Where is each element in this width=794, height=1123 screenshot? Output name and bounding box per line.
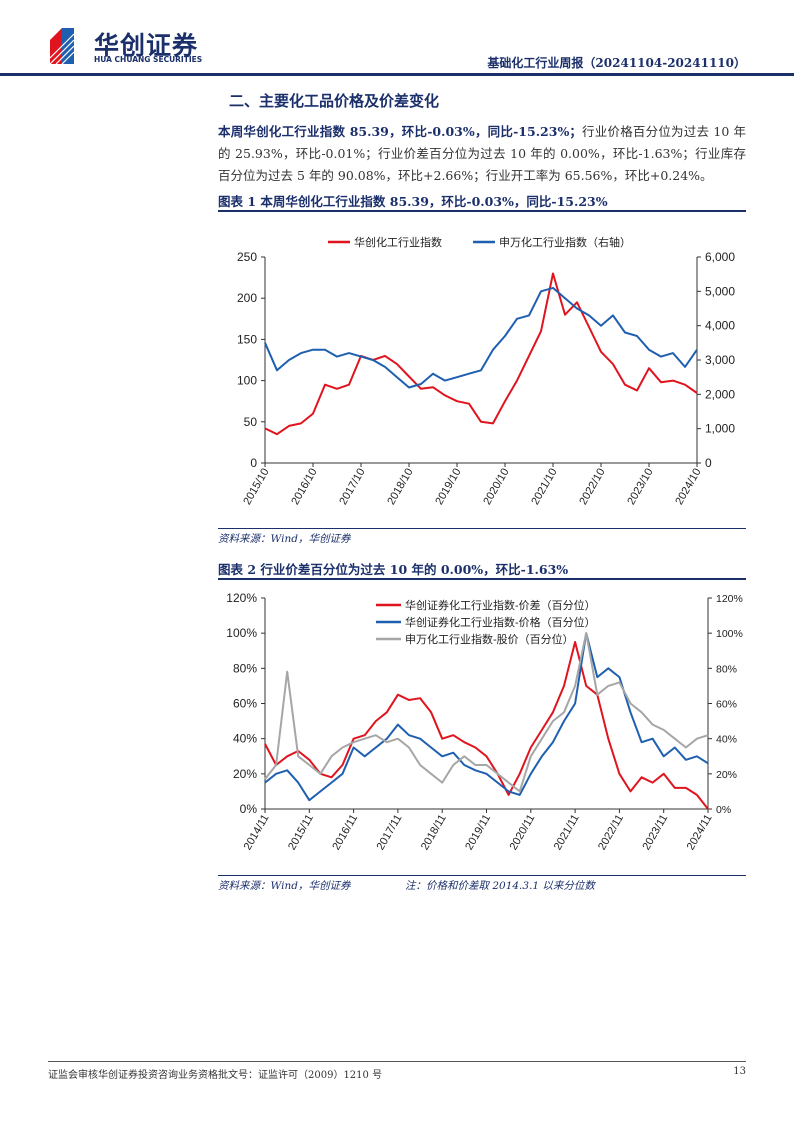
x-tick-label: 2023/10 bbox=[625, 467, 655, 507]
y-tick-label: 0% bbox=[240, 802, 258, 816]
x-tick-label: 2015/11 bbox=[286, 813, 316, 853]
report-title: 基础化工行业周报（20241104-20241110） bbox=[487, 56, 746, 70]
summary-rest: 行业价格百分位为过去 10 年的 25.93%，环比-0.01%；行业价差百分位… bbox=[218, 124, 746, 183]
x-tick-label: 2021/10 bbox=[529, 467, 559, 507]
y-tick-label: 200 bbox=[237, 291, 257, 305]
y2-tick-label: 0% bbox=[716, 804, 731, 816]
x-tick-label: 2017/10 bbox=[337, 467, 367, 507]
y-tick-label: 250 bbox=[237, 250, 257, 264]
y-tick-label: 20% bbox=[233, 767, 257, 781]
x-tick-label: 2019/10 bbox=[433, 467, 463, 507]
huachuang-logo-icon bbox=[50, 28, 75, 64]
series-line-0 bbox=[264, 641, 709, 810]
y2-tick-label: 80% bbox=[716, 663, 737, 675]
figure1-source: 资料来源：Wind，华创证券 bbox=[218, 533, 351, 545]
figure1-source-divider bbox=[218, 528, 746, 529]
x-tick-label: 2022/10 bbox=[577, 467, 607, 507]
x-tick-label: 2021/11 bbox=[552, 813, 582, 853]
y2-tick-label: 2,000 bbox=[705, 387, 735, 401]
figure2-note: 注：价格和价差取 2014.3.1 以来分位数 bbox=[405, 880, 595, 892]
page-number: 13 bbox=[733, 1066, 746, 1077]
y2-tick-label: 120% bbox=[716, 593, 743, 605]
x-tick-label: 2016/11 bbox=[330, 813, 360, 853]
x-tick-label: 2016/10 bbox=[289, 467, 319, 507]
header-divider bbox=[0, 73, 794, 76]
chart1: 0 50 100 150 200 250 0 1,000 2,000 3,000 4,000 5,00… bbox=[237, 235, 735, 507]
series-line-0 bbox=[264, 272, 698, 436]
y-tick-label: 80% bbox=[233, 661, 257, 675]
logo-text-cn: 华创证券 bbox=[94, 31, 199, 60]
y2-tick-label: 100% bbox=[716, 628, 743, 640]
y-tick-label: 120% bbox=[226, 591, 257, 605]
y2-tick-label: 5,000 bbox=[705, 284, 735, 298]
logo-text-en: HUA CHUANG SECURITIES bbox=[94, 55, 203, 64]
x-tick-label: 2014/11 bbox=[242, 813, 272, 853]
y2-tick-label: 60% bbox=[716, 699, 737, 711]
figure1-title: 图表 1 本周华创化工行业指数 85.39，环比-0.03%，同比-15.23% bbox=[218, 194, 608, 209]
y2-tick-label: 1,000 bbox=[705, 422, 735, 436]
x-tick-label: 2017/11 bbox=[375, 813, 405, 853]
series-line-1 bbox=[264, 632, 709, 802]
x-tick-label: 2018/11 bbox=[419, 813, 449, 853]
series-line-1 bbox=[264, 286, 698, 389]
y2-tick-label: 0 bbox=[705, 456, 712, 470]
x-tick-label: 2024/10 bbox=[673, 467, 703, 507]
footer-license: 证监会审核华创证券投资咨询业务资格批文号：证监许可（2009）1210 号 bbox=[48, 1070, 383, 1081]
y-tick-label: 0 bbox=[250, 456, 257, 470]
legend-label: 申万化工行业指数（右轴） bbox=[499, 235, 631, 249]
figure2-source-divider bbox=[218, 875, 746, 876]
y2-tick-label: 40% bbox=[716, 734, 737, 746]
summary-bold: 本周华创化工行业指数 85.39，环比-0.03%，同比-15.23%； bbox=[218, 124, 582, 139]
chart2: 0% 20% 40% 60% 80% 100% 120% 0% 20% 40% 60% 80% 100%… bbox=[226, 591, 743, 853]
x-tick-label: 2023/11 bbox=[640, 813, 670, 853]
y-tick-label: 60% bbox=[233, 697, 257, 711]
y-tick-label: 150 bbox=[237, 332, 257, 346]
y2-tick-label: 6,000 bbox=[705, 250, 735, 264]
x-tick-label: 2015/10 bbox=[241, 467, 271, 507]
figure2-divider bbox=[218, 578, 746, 580]
x-tick-label: 2018/10 bbox=[385, 467, 415, 507]
y-tick-label: 100% bbox=[226, 626, 257, 640]
figure1-divider bbox=[218, 210, 746, 212]
y-tick-label: 100 bbox=[237, 374, 257, 388]
footer-divider bbox=[48, 1061, 746, 1062]
legend-label: 华创证券化工行业指数-价差（百分位） bbox=[405, 598, 596, 612]
x-tick-label: 2020/11 bbox=[508, 813, 538, 853]
x-tick-label: 2019/11 bbox=[463, 813, 493, 853]
y-tick-label: 40% bbox=[233, 732, 257, 746]
x-tick-label: 2020/10 bbox=[481, 467, 511, 507]
legend-label: 华创证券化工行业指数-价格（百分位） bbox=[405, 615, 596, 629]
series-line-2 bbox=[264, 632, 709, 793]
summary-paragraph: 本周华创化工行业指数 85.39，环比-0.03%，同比-15.23%；行业价格… bbox=[218, 121, 746, 187]
y2-tick-label: 20% bbox=[716, 769, 737, 781]
figure2-source: 资料来源：Wind，华创证券 bbox=[218, 880, 351, 892]
y-tick-label: 50 bbox=[244, 415, 258, 429]
y2-tick-label: 3,000 bbox=[705, 353, 735, 367]
y2-tick-label: 4,000 bbox=[705, 319, 735, 333]
section-title: 二、主要化工品价格及价差变化 bbox=[229, 92, 440, 110]
legend-label: 申万化工行业指数-股价（百分位） bbox=[405, 632, 574, 646]
figure2-title: 图表 2 行业价差百分位为过去 10 年的 0.00%，环比-1.63% bbox=[218, 562, 569, 577]
legend-label: 华创化工行业指数 bbox=[354, 235, 442, 249]
x-tick-label: 2024/11 bbox=[685, 813, 715, 853]
x-tick-label: 2022/11 bbox=[596, 813, 626, 853]
